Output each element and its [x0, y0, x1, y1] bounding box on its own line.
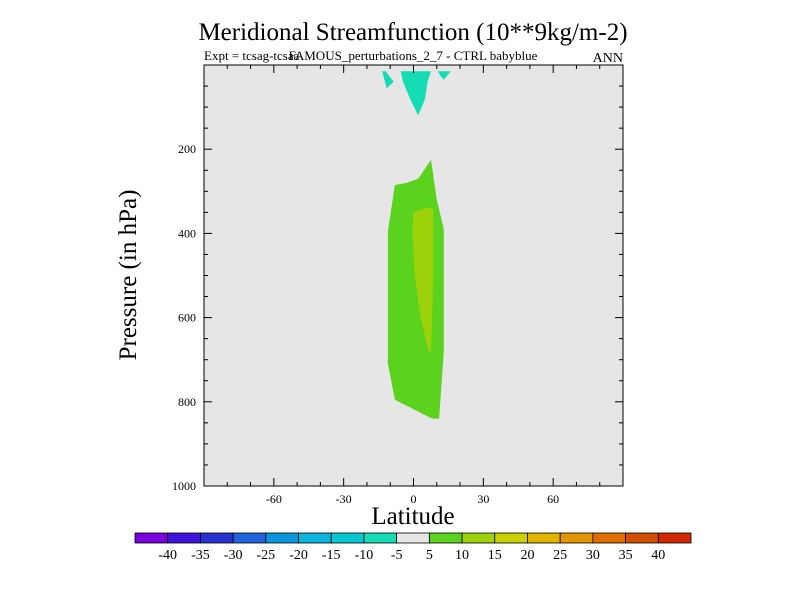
subtitle-left: Expt = tcsag-tcsaa: [204, 48, 300, 63]
colorbar-swatch: [625, 532, 659, 544]
axis-ticks: [204, 65, 623, 486]
x-axis-label: Latitude: [371, 503, 454, 530]
colorbar-label: -5: [391, 548, 403, 563]
y-tick-labels: 200 400 600 800 1000: [172, 142, 196, 493]
colorbar-label: -35: [191, 548, 210, 563]
colorbar-label: 25: [553, 548, 567, 563]
x-tick-labels: -60 -30 0 30 60: [266, 492, 559, 506]
colorbar-label: -25: [256, 548, 275, 563]
colorbar-swatch: [592, 532, 626, 544]
colorbar-swatch: [657, 532, 692, 544]
colorbar-swatch: [363, 532, 398, 544]
chart-title: Meridional Streamfunction (10**9kg/m-2): [198, 19, 627, 46]
colorbar-swatch: [200, 532, 234, 544]
colorbar-label: -40: [158, 548, 177, 563]
colorbar-label: 5: [426, 548, 433, 563]
colorbar-label: 15: [488, 548, 502, 563]
x-tick-label: 60: [547, 492, 559, 506]
colorbar-swatch: [167, 532, 201, 544]
colorbar-swatch: [298, 532, 332, 544]
plot-frame: [203, 64, 624, 487]
colorbar-label: -15: [322, 548, 341, 563]
colorbar-swatch: [559, 532, 594, 544]
y-tick-label: 400: [178, 226, 196, 240]
colorbar-labels: -40 -35 -30 -25 -20 -15 -10 -5 5 10 15 20 25 30 35 40: [158, 548, 665, 563]
colorbar-swatch: [265, 532, 299, 544]
colorbar-swatch: [461, 532, 496, 544]
contour-region-negative-cell-center: [400, 71, 431, 116]
y-tick-label: 1000: [172, 479, 196, 493]
subtitle-center: FAMOUS_perturbations_2_7 - CTRL babyblue: [289, 48, 538, 63]
colorbar-label: 20: [520, 548, 534, 563]
contour-region-positive-cell-inner: [412, 208, 434, 352]
colorbar-label: 40: [651, 548, 665, 563]
colorbar-swatch: [330, 532, 365, 544]
colorbar-swatch: [428, 532, 463, 544]
colorbar-label: 10: [455, 548, 469, 563]
colorbar-swatch: [232, 532, 267, 544]
x-tick-label: -30: [336, 492, 352, 506]
colorbar-label: -20: [289, 548, 308, 563]
y-tick-label: 200: [178, 142, 196, 156]
x-tick-label: 30: [477, 492, 489, 506]
colorbar-swatch: [494, 532, 528, 544]
y-tick-label: 800: [178, 395, 196, 409]
colorbar-swatch: [396, 532, 430, 544]
colorbar-label: 35: [619, 548, 633, 563]
colorbar-label: -10: [355, 548, 374, 563]
contour-region-negative-cell-left: [382, 71, 394, 89]
x-tick-label: -60: [266, 492, 282, 506]
colorbar-label: -30: [224, 548, 243, 563]
x-tick-label: 0: [411, 492, 417, 506]
y-tick-label: 600: [178, 311, 196, 325]
contour-region-negative-cell-right: [437, 71, 451, 80]
colorbar: [134, 532, 692, 544]
contour-regions: [382, 71, 451, 419]
subtitle-right: ANN: [593, 51, 623, 66]
colorbar-swatch: [527, 532, 561, 544]
colorbar-swatch: [134, 532, 169, 544]
y-axis-label: Pressure (in hPa): [115, 190, 142, 361]
colorbar-label: 30: [586, 548, 600, 563]
contour-region-positive-cell-outer: [387, 159, 444, 419]
